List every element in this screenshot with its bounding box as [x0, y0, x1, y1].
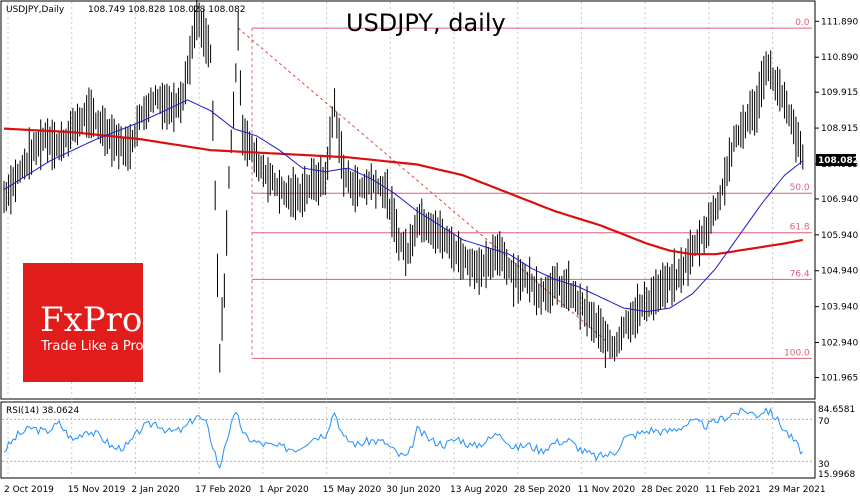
y-tick-label: 111.890 — [821, 17, 858, 27]
price-series — [3, 0, 804, 373]
y-tick-label: 101.965 — [821, 374, 858, 384]
y-tick-label: 110.890 — [821, 53, 858, 63]
y-axis: 111.890110.890109.915108.915107.915106.9… — [815, 17, 858, 384]
fib-level-label: 61.8 — [790, 223, 810, 233]
x-tick-label: 11 Feb 2021 — [705, 485, 761, 495]
x-axis: 2 Oct 2019 15 Nov 2019 2 Jan 2020 17 Feb 20… — [4, 485, 826, 495]
y-tick-label: 105.940 — [821, 231, 858, 241]
trendline — [237, 27, 606, 341]
x-tick-label: 1 Apr 2020 — [259, 485, 309, 495]
rsi-level-high-label: 70 — [818, 417, 830, 427]
y-tick-label: 103.940 — [821, 303, 858, 313]
fib-level-label: 100.0 — [784, 348, 810, 358]
x-tick-label: 28 Dec 2020 — [641, 485, 699, 495]
x-tick-label: 28 Sep 2020 — [514, 485, 571, 495]
x-tick-label: 2 Oct 2019 — [4, 485, 54, 495]
rsi-label: RSI(14) 38.0624 — [6, 406, 79, 416]
fxpro-logo-bg — [23, 263, 143, 382]
y-tick-label: 109.915 — [821, 88, 858, 98]
x-tick-label: 30 Jun 2020 — [386, 485, 440, 495]
x-tick-label: 29 Mar 2021 — [769, 485, 826, 495]
rsi-min-label: 15.9968 — [818, 470, 855, 480]
header-symbol: USDJPY,Daily — [6, 5, 65, 15]
x-tick-label: 15 May 2020 — [323, 485, 382, 495]
vertical-grid — [7, 2, 774, 477]
chart-title: USDJPY, daily — [346, 9, 506, 37]
x-tick-label: 17 Feb 2020 — [195, 485, 251, 495]
fxpro-logo: FxPro Trade Like a Pro — [23, 263, 144, 382]
ma-slow-group — [3, 127, 804, 256]
header-ohlc: 108.749 108.828 108.028 108.082 — [88, 5, 245, 15]
current-price-label: 108.082 — [818, 156, 859, 166]
rsi-level-low-label: 30 — [818, 460, 830, 470]
fib-level-label: 76.4 — [790, 269, 810, 279]
x-tick-label: 13 Aug 2020 — [450, 485, 508, 495]
trendline-group — [237, 27, 606, 341]
y-tick-label: 106.940 — [821, 195, 858, 205]
ma-fast-line — [3, 99, 804, 313]
rsi-plot-frame — [0, 401, 816, 479]
fib-level-label: 0.0 — [795, 18, 810, 28]
y-tick-label: 108.915 — [821, 124, 858, 134]
x-tick-label: 11 Nov 2020 — [577, 485, 635, 495]
x-tick-label: 2 Jan 2020 — [131, 485, 179, 495]
y-tick-label: 102.940 — [821, 339, 858, 349]
fxpro-logo-name: FxPro — [40, 300, 142, 340]
fxpro-logo-tagline: Trade Like a Pro — [40, 339, 144, 354]
fib-level-label: 50.0 — [790, 183, 810, 193]
ma-fast-group — [3, 99, 804, 313]
x-tick-label: 15 Nov 2019 — [68, 485, 126, 495]
ma-slow-line — [3, 127, 804, 256]
y-tick-label: 104.940 — [821, 267, 858, 277]
rsi-max-label: 84.6581 — [818, 405, 855, 415]
current-price-box — [816, 154, 856, 166]
rsi-series — [2, 407, 814, 470]
rsi-line — [3, 407, 804, 470]
current-price-marker: 108.082 — [816, 154, 859, 166]
